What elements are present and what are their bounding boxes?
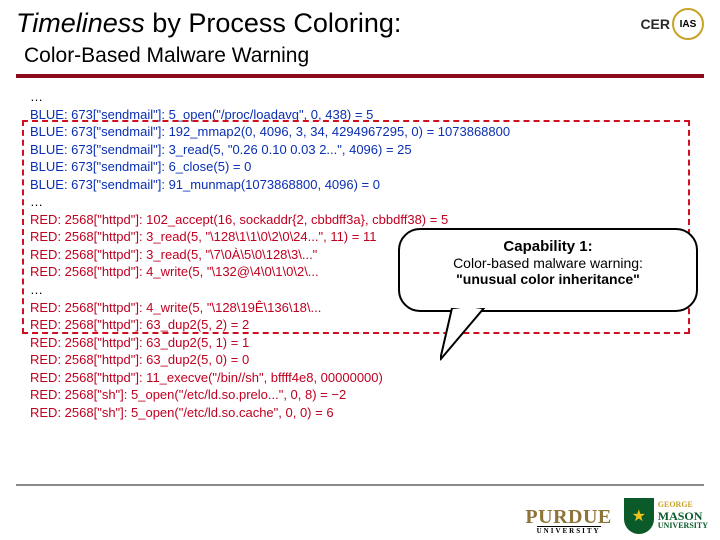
trace-line: BLUE: 673["sendmail"]: 5_open("/proc/loa… (30, 106, 696, 124)
trace-line: RED: 2568["sh"]: 5_open("/etc/ld.so.cach… (30, 404, 696, 422)
mason-university: UNIVERSITY (658, 522, 708, 530)
trace-line: RED: 2568["httpd"]: 63_dup2(5, 0) = 0 (30, 351, 696, 369)
purdue-logo: PURDUE UNIVERSITY (525, 508, 611, 534)
purdue-university: UNIVERSITY (537, 526, 601, 534)
mason-logo: ★ GEORGE MASON UNIVERSITY (624, 498, 708, 534)
trace-line: BLUE: 673["sendmail"]: 6_close(5) = 0 (30, 158, 696, 176)
trace-line: BLUE: 673["sendmail"]: 192_mmap2(0, 4096… (30, 123, 696, 141)
trace-line: RED: 2568["sh"]: 5_open("/etc/ld.so.prel… (30, 386, 696, 404)
capability-callout: Capability 1: Color-based malware warnin… (398, 228, 698, 312)
page-title: Timeliness by Process Coloring: (16, 8, 401, 39)
dots: … (30, 88, 696, 106)
purdue-text: PURDUE (525, 508, 611, 526)
mason-text: GEORGE MASON UNIVERSITY (658, 501, 708, 530)
callout-emphasis: "unusual color inheritance" (412, 271, 684, 287)
mason-shield-icon: ★ (624, 498, 654, 534)
callout-line: Color-based malware warning: (412, 255, 684, 271)
trace-line: RED: 2568["httpd"]: 102_accept(16, socka… (30, 211, 696, 229)
cerias-logo: CER IAS (640, 8, 704, 40)
trace-line: RED: 2568["httpd"]: 63_dup2(5, 1) = 1 (30, 334, 696, 352)
cerias-text: CER (640, 16, 670, 32)
trace-line: RED: 2568["httpd"]: 11_execve("/bin//sh"… (30, 369, 696, 387)
callout-tail-icon (440, 308, 500, 368)
footer-rule (16, 484, 704, 486)
title-italic: Timeliness (16, 8, 145, 38)
callout-title: Capability 1: (412, 238, 684, 255)
title-rest: by Process Coloring: (145, 8, 402, 38)
trace-line: BLUE: 673["sendmail"]: 3_read(5, "0.26 0… (30, 141, 696, 159)
trace-line: RED: 2568["httpd"]: 63_dup2(5, 2) = 2 (30, 316, 696, 334)
cerias-badge: IAS (672, 8, 704, 40)
trace-line: BLUE: 673["sendmail"]: 91_munmap(1073868… (30, 176, 696, 194)
dots: … (30, 193, 696, 211)
footer-logos: PURDUE UNIVERSITY ★ GEORGE MASON UNIVERS… (525, 498, 708, 534)
page-subtitle: Color-Based Malware Warning (0, 44, 720, 74)
